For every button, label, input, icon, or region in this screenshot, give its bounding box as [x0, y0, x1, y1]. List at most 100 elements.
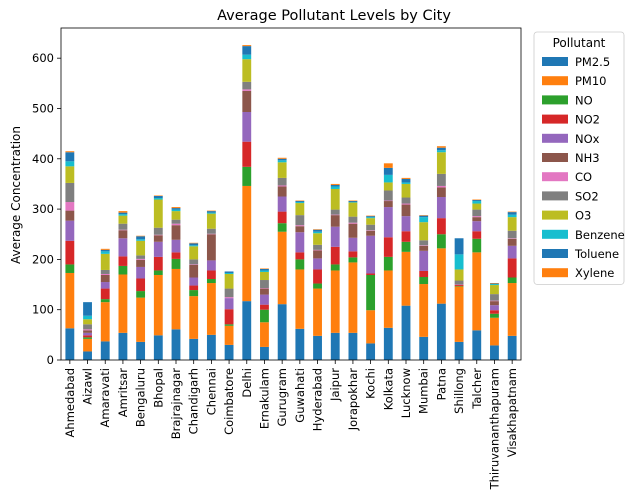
- bar-segment-so2-hyderabad: [313, 244, 322, 250]
- bar-segment-nh3-brajrajnagar: [171, 225, 181, 240]
- bar-segment-o3-coimbatore: [224, 273, 234, 289]
- bar-segment-nox-amritsar: [118, 238, 128, 257]
- x-tick-label: Kochi: [364, 368, 378, 399]
- x-tick-label: Bengaluru: [134, 368, 148, 427]
- bar-segment-nox-talcher: [472, 221, 482, 232]
- bar-segment-so2-lucknow: [401, 197, 411, 204]
- y-tick-label: 400: [32, 152, 54, 166]
- bar-segment-no-patna: [436, 234, 446, 249]
- bar-segment-benzene-amritsar: [118, 214, 128, 216]
- bar-segment-nox-gurugram: [277, 196, 287, 212]
- bar-segment-nox-aizawl: [83, 332, 92, 336]
- bar-segment-nox-ernakulam: [260, 294, 269, 305]
- bar-segment-pm10-chandigarh: [189, 296, 199, 339]
- bar-segment-no-talcher: [472, 238, 482, 253]
- bar-segment-nh3-amaravati: [100, 274, 110, 283]
- bar-segment-benzene-delhi: [242, 54, 252, 60]
- bar-segment-benzene-gurugram: [277, 160, 287, 163]
- bar-segment-benzene-chennai: [206, 212, 216, 214]
- bar-segment-pm10-coimbatore: [224, 325, 234, 345]
- bar-segment-benzene-chandigarh: [189, 245, 199, 247]
- bar-segment-pm25-amritsar: [118, 332, 128, 360]
- bar-segment-pm10-thiruvananthapuram: [490, 317, 499, 346]
- x-tick-label: Bhopal: [151, 368, 165, 408]
- x-tick-label: Jorapokhar: [346, 368, 360, 432]
- bar-segment-pm10-brajrajnagar: [171, 268, 181, 330]
- bar-segment-benzene-bengaluru: [136, 239, 146, 241]
- bar-segment-nox-visakhapatnam: [507, 245, 517, 259]
- bar-segment-no-mumbai: [419, 277, 429, 285]
- bar-segment-nh3-delhi: [242, 90, 252, 113]
- bar-segment-co-aizawl: [83, 329, 92, 331]
- bar-segment-so2-brajrajnagar: [171, 219, 181, 224]
- legend-entry: NOx: [575, 132, 600, 146]
- bar-segment-nh3-ernakulam: [260, 288, 269, 295]
- bar-segment-benzene-thiruvananthapuram: [490, 284, 499, 286]
- bar-segment-toluene-lucknow: [401, 178, 411, 183]
- bar-segment-toluene-coimbatore: [224, 271, 234, 273]
- bar-segment-nh3-kochi: [366, 230, 376, 236]
- bar-segment-pm25-visakhapatnam: [507, 335, 517, 360]
- chart-title: Average Pollutant Levels by City: [217, 8, 451, 24]
- bar-segment-no2-chennai: [206, 270, 216, 280]
- bar-segment-pm10-mumbai: [419, 284, 429, 337]
- bar-segment-nox-patna: [436, 197, 446, 219]
- bar-segment-toluene-ahmedabad: [65, 152, 75, 162]
- y-tick-label: 600: [32, 51, 54, 65]
- bar-segment-so2-amaravati: [100, 269, 110, 274]
- bar-segment-nh3-chennai: [206, 234, 216, 261]
- x-tick-label: Kolkata: [381, 368, 395, 410]
- bar-segment-o3-gurugram: [277, 162, 287, 178]
- bar-segment-pm25-aizawl: [83, 351, 92, 360]
- bar-segment-nox-bhopal: [153, 241, 163, 257]
- bar-segment-toluene-amaravati: [100, 249, 110, 252]
- bar-segment-pm25-mumbai: [419, 336, 429, 360]
- bar-segment-so2-kolkata: [383, 190, 393, 201]
- x-tick-label: Coimbatore: [222, 368, 236, 435]
- bar-segment-no2-aizawl: [83, 335, 92, 338]
- bar-segment-co-ahmedabad: [65, 202, 75, 211]
- bar-segment-no2-jorapokhar: [348, 251, 358, 258]
- legend: Pollutant PM2.5 PM10 NO NO2 NOx NH3 CO SO2 O3 Benz…: [533, 31, 625, 285]
- bar-segment-benzene-bhopal: [153, 198, 163, 200]
- bar-segment-no2-amaravati: [100, 288, 110, 300]
- bar-segment-nox-ahmedabad: [65, 220, 75, 241]
- bar-segment-o3-amaravati: [100, 253, 110, 270]
- bar-segment-nox-jaipur: [330, 226, 340, 247]
- bar-segment-no2-visakhapatnam: [507, 258, 517, 278]
- bar-segment-pm25-lucknow: [401, 305, 411, 360]
- bar-segment-xylene-guwahati: [295, 200, 305, 202]
- bar-segment-so2-jaipur: [330, 209, 340, 215]
- legend-swatch: [542, 57, 568, 66]
- bar-segment-pm25-coimbatore: [224, 344, 234, 360]
- bar-segment-co-ernakulam: [260, 288, 269, 289]
- x-tick-label: Gurugram: [275, 368, 289, 427]
- bar-segment-o3-guwahati: [295, 203, 305, 216]
- bar-segment-nh3-visakhapatnam: [507, 238, 517, 246]
- bar-segment-o3-patna: [436, 152, 446, 174]
- bar-segment-so2-kochi: [366, 224, 376, 231]
- bar-segment-no-guwahati: [295, 259, 305, 270]
- bar-segment-nh3-chandigarh: [189, 264, 199, 278]
- bar-segment-toluene-chennai: [206, 211, 216, 213]
- bar-segment-toluene-hyderabad: [313, 229, 322, 232]
- y-axis-label: Average Concentration: [9, 126, 23, 264]
- bar-segment-pm25-thiruvananthapuram: [490, 345, 499, 360]
- bar-segment-nox-delhi: [242, 112, 252, 142]
- bar-segment-toluene-talcher: [472, 200, 482, 202]
- bar-segment-no-ernakulam: [260, 309, 269, 323]
- bar-segment-co-thiruvananthapuram: [490, 300, 499, 302]
- bar-segment-nox-amaravati: [100, 282, 110, 289]
- bar-segment-xylene-bhopal: [153, 195, 163, 197]
- bar-segment-pm25-chandigarh: [189, 338, 199, 360]
- bar-segment-co-kochi: [366, 230, 376, 231]
- x-tick-label: Mumbai: [417, 368, 431, 414]
- bar-segment-pm10-patna: [436, 248, 446, 304]
- bar-segment-no-lucknow: [401, 241, 411, 252]
- bar-segment-no-bhopal: [153, 270, 163, 275]
- legend-entry: NH3: [575, 151, 600, 165]
- x-tick-label: Ahmedabad: [63, 368, 77, 437]
- x-tick-label: Aizawl: [81, 368, 95, 405]
- bar-segment-no-chennai: [206, 279, 216, 284]
- bar-segment-toluene-jaipur: [330, 184, 340, 187]
